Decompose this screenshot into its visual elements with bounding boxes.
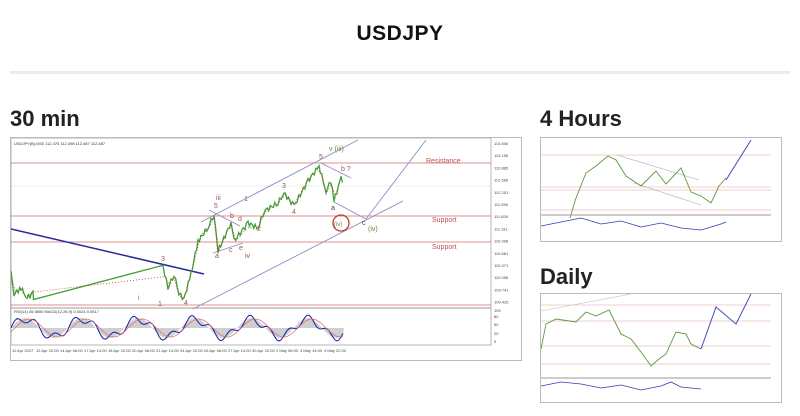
projection-line <box>700 293 752 350</box>
support-label: Support <box>432 217 457 224</box>
wave-label: c <box>362 220 366 227</box>
correction-upper <box>320 162 352 179</box>
chart-4hours-svg <box>540 139 771 231</box>
correction-lower <box>333 201 367 220</box>
indicator-tick: 80 <box>494 314 499 319</box>
date-tick: 26 Apr 06:00 <box>204 348 227 353</box>
support-label: Support <box>432 244 457 251</box>
price-tick: 109.741 <box>494 287 509 292</box>
signal-line <box>10 318 344 338</box>
section-title-4hours: 4 Hours <box>540 106 622 131</box>
wave-label: i <box>138 295 140 302</box>
wave-label: 1 <box>158 301 162 308</box>
date-tick: 24 Apr 22:00 <box>180 348 203 353</box>
price-tick: 113.506 <box>494 141 509 146</box>
indicator-line <box>540 381 702 391</box>
date-tick: 20 Apr 06:00 <box>132 348 155 353</box>
wave-label: 4 <box>292 209 296 216</box>
date-tick: 18 Apr 22:00 <box>108 348 131 353</box>
indicator-header: RSI(14) 45.9800 MACD(12,26,9) 0.0024 0.0… <box>14 309 100 314</box>
wave-label: iv <box>245 253 251 260</box>
price-tick: 112.566 <box>494 178 509 183</box>
price-tick: 109.426 <box>494 300 509 305</box>
wave-label: 4 <box>184 300 188 307</box>
indicator-tick: 100 <box>494 308 501 313</box>
trendline <box>10 228 205 275</box>
price-tick: 110.056 <box>494 275 509 280</box>
trend-line <box>540 293 632 312</box>
triangle-upper <box>208 209 241 227</box>
price-tick: 110.681 <box>494 251 509 256</box>
channel-upper <box>200 139 359 223</box>
plot-frame <box>10 137 492 346</box>
indicator-tick: 0 <box>494 339 497 344</box>
wave-label: 5 <box>319 154 323 161</box>
wave-label: 1 <box>244 196 248 203</box>
price-tick: 111.311 <box>494 226 508 231</box>
wave-label: a <box>215 253 219 260</box>
chart-30min[interactable]: USDJPY(B),M30 112.475 112.498 112.467 11… <box>10 137 522 361</box>
channel-lower <box>192 200 404 310</box>
wave-label: b ? <box>341 166 351 173</box>
price-tick: 113.196 <box>494 153 509 158</box>
rsi-line <box>10 314 344 342</box>
price-tick: 112.251 <box>494 190 509 195</box>
divider <box>10 71 790 74</box>
price-series <box>569 155 727 219</box>
macd-histogram <box>11 318 344 338</box>
date-tick: 12 Apr 22:00 <box>36 348 59 353</box>
date-tick: 11 Apr 2017 <box>12 348 34 353</box>
price-tick: 111.626 <box>494 214 509 219</box>
price-tick: 110.998 <box>494 239 509 244</box>
date-tick: 21 Apr 14:00 <box>156 348 179 353</box>
price-tick: 112.885 <box>494 165 509 170</box>
price-tick: 110.371 <box>494 263 509 268</box>
price-series <box>10 163 344 301</box>
wave-label: c <box>229 247 233 254</box>
section-title-30min: 30 min <box>10 106 80 131</box>
channel-line <box>616 154 700 181</box>
wave-label: 3 <box>282 183 286 190</box>
projection-line <box>365 139 427 220</box>
highlight-circle <box>332 214 350 232</box>
price-tick: 111.936 <box>494 202 509 207</box>
wave-label: b <box>230 213 234 220</box>
channel-line <box>633 182 702 206</box>
date-tick: 30 Apr 22:00 <box>252 348 275 353</box>
chart-30min-svg: USDJPY(B),M30 112.475 112.498 112.467 11… <box>10 137 509 353</box>
wave-label: 5 <box>214 203 218 210</box>
price-series <box>540 309 702 367</box>
date-tick: 3 May 14:00 <box>300 348 323 353</box>
date-tick: 2 May 06:00 <box>276 348 299 353</box>
date-tick: 4 May 22:00 <box>324 348 347 353</box>
wave-label: (iv) <box>368 226 378 233</box>
indicator-tick: 20 <box>494 331 499 336</box>
indicator-line <box>540 217 727 231</box>
wave-label: 3 <box>161 256 165 263</box>
resistance-label: Resistance <box>426 158 461 165</box>
wave-label: e <box>239 245 243 252</box>
indicator-tick: 50 <box>494 322 499 327</box>
date-tick: 17 Apr 14:00 <box>84 348 107 353</box>
chart-daily-svg <box>540 293 771 391</box>
date-tick: 14 Apr 06:00 <box>60 348 83 353</box>
chart-daily[interactable] <box>540 293 782 403</box>
wave-label: 2 <box>257 226 261 233</box>
page-title: USDJPY <box>356 22 444 45</box>
date-tick: 27 Apr 14:00 <box>228 348 251 353</box>
projection-line <box>725 139 752 181</box>
section-title-daily: Daily <box>540 264 593 289</box>
wave-label: v (iii) <box>329 146 344 153</box>
chart-header: USDJPY(B),M30 112.475 112.498 112.467 11… <box>14 141 106 146</box>
price-series-down <box>10 168 340 300</box>
wave-label: d <box>238 216 242 223</box>
chart-4hours[interactable] <box>540 137 782 242</box>
wave-label: a <box>331 205 335 212</box>
wave-label: (iv) <box>334 222 342 228</box>
wave-label: iii <box>216 195 221 202</box>
